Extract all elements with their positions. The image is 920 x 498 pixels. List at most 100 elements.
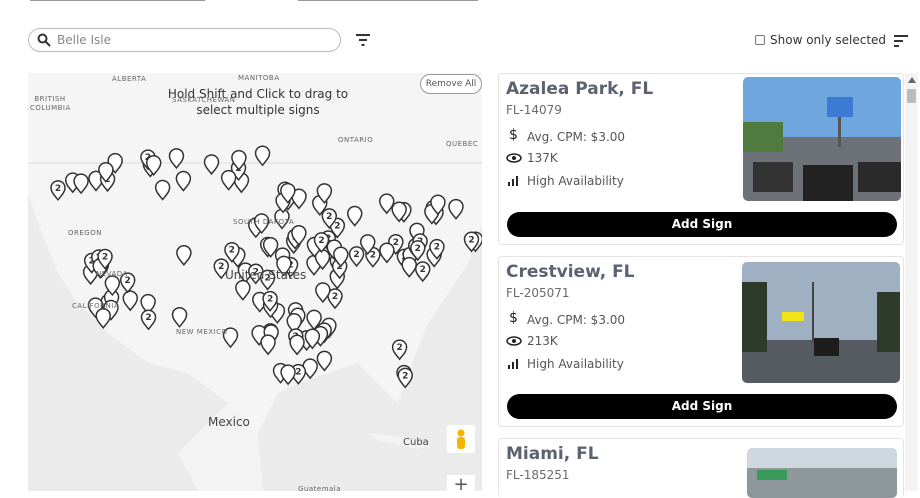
map-pin[interactable] <box>122 290 139 312</box>
zoom-in[interactable]: + <box>447 475 475 491</box>
map-pin[interactable] <box>176 245 192 266</box>
map-pin[interactable] <box>145 155 162 176</box>
map-pin[interactable] <box>104 275 121 297</box>
map-pin[interactable]: 2 <box>391 339 408 361</box>
map-pin[interactable]: 2 <box>50 180 66 202</box>
scrollbar[interactable] <box>905 73 918 491</box>
cluster-count: 2 <box>402 371 408 381</box>
cluster-count: 2 <box>218 262 224 272</box>
add-sign-button[interactable]: Add Sign <box>507 394 897 419</box>
map-pin[interactable] <box>306 309 322 331</box>
map-pin[interactable]: 2 <box>224 241 240 263</box>
map-pin[interactable]: 2 <box>213 258 229 280</box>
cluster-count: 2 <box>396 343 402 353</box>
map-pin[interactable] <box>276 255 292 277</box>
map-pin[interactable] <box>262 236 279 258</box>
map-pin[interactable] <box>171 306 188 328</box>
cluster-count: 2 <box>89 257 95 267</box>
cluster-count: 2 <box>55 184 61 194</box>
map-pin[interactable]: 2 <box>119 272 136 294</box>
search-box[interactable]: Belle Isle <box>28 28 341 52</box>
map-pin[interactable] <box>280 364 296 386</box>
map-pin[interactable] <box>378 193 395 215</box>
map-pin[interactable]: 2 <box>348 246 365 268</box>
sort-icon[interactable] <box>894 35 908 47</box>
listing-card[interactable]: Miami, FL FL-185251 <box>498 438 904 498</box>
street-view[interactable] <box>447 425 475 453</box>
map-pin[interactable]: 2 <box>327 288 343 310</box>
map-label: Cuba <box>403 437 429 448</box>
map-label: SASKATCHEWAN <box>172 96 236 104</box>
map-pin[interactable] <box>346 205 363 227</box>
remove-all-button[interactable]: Remove All <box>420 74 482 94</box>
map-pin[interactable]: 2 <box>262 290 278 312</box>
map-pin[interactable] <box>401 256 417 278</box>
map-pin[interactable] <box>175 170 192 192</box>
map-pin[interactable]: 2 <box>259 269 276 291</box>
map-pin[interactable] <box>359 234 376 256</box>
map-pin[interactable]: 2 <box>410 240 426 262</box>
map-pin[interactable] <box>448 198 464 220</box>
map-pin[interactable] <box>291 225 307 246</box>
map-pin[interactable] <box>333 246 349 268</box>
map-pin[interactable] <box>316 183 333 205</box>
map-pin[interactable] <box>73 173 89 195</box>
map-pin[interactable] <box>203 154 220 176</box>
map-pin[interactable] <box>168 148 185 170</box>
map-pin[interactable] <box>222 327 239 349</box>
listing-availability: High Availability <box>527 357 624 371</box>
map-pin[interactable]: 2 <box>397 367 413 389</box>
map-label: Mexico <box>208 415 250 429</box>
map-label: Guatemala <box>298 485 342 491</box>
map-pin[interactable] <box>286 313 302 335</box>
map-pin[interactable]: 2 <box>463 231 480 253</box>
map-pin[interactable] <box>430 194 446 216</box>
map-pin[interactable] <box>235 279 251 301</box>
filter-icon[interactable] <box>356 34 370 46</box>
add-sign-button[interactable]: Add Sign <box>507 212 897 237</box>
listing-card[interactable]: Crestview, FL FL-205071 $ Avg. CPM: $3.0… <box>498 256 904 427</box>
map-pin[interactable] <box>154 179 171 201</box>
map-pin[interactable] <box>231 149 247 171</box>
map-label: CALIFORNIA <box>72 302 120 310</box>
listing-cpm: Avg. CPM: $3.00 <box>527 130 626 144</box>
map-hint: Hold Shift and Click to drag to select m… <box>167 87 349 117</box>
map-pin[interactable] <box>260 334 276 356</box>
listing-card[interactable]: Azalea Park, FL FL-14079 $ Avg. CPM: $3.… <box>498 73 904 245</box>
map-pin[interactable] <box>379 242 395 264</box>
map-pin[interactable] <box>289 334 305 356</box>
map-pin[interactable]: 2 <box>321 208 338 230</box>
map-label: SOUTH DAKOTA <box>233 218 295 226</box>
map-pin[interactable] <box>315 282 331 304</box>
checkbox-label[interactable]: Show only selected <box>770 33 887 47</box>
map-pin[interactable] <box>95 308 111 329</box>
map-pin[interactable] <box>391 201 407 223</box>
listing-id: FL-14079 <box>506 103 562 117</box>
map-label: NEW MEXICO <box>176 328 228 336</box>
listing-title: Miami, FL <box>506 444 599 464</box>
checkbox[interactable] <box>755 35 765 45</box>
listing-impressions: 213K <box>527 334 558 348</box>
map-pin[interactable]: 2 <box>97 248 113 270</box>
map-pin[interactable] <box>280 182 296 204</box>
map-pin[interactable]: 2 <box>140 309 157 331</box>
cluster-count: 2 <box>318 236 324 246</box>
listing-title: Azalea Park, FL <box>506 79 654 99</box>
map-pin[interactable] <box>140 293 156 315</box>
map-pin[interactable]: 2 <box>313 232 330 254</box>
map-pin[interactable]: 2 <box>429 238 445 260</box>
map[interactable]: 222222222222222222222222222222222222222 … <box>28 73 482 491</box>
cluster-count: 2 <box>264 273 270 283</box>
map-pin[interactable] <box>253 213 270 235</box>
map-pin[interactable]: 2 <box>414 261 431 283</box>
listing-image <box>743 77 901 201</box>
map-label: NEVADA <box>96 270 128 278</box>
map-pin[interactable] <box>316 350 333 372</box>
map-pin[interactable] <box>304 328 321 350</box>
map-pin[interactable] <box>98 161 114 183</box>
map-pin[interactable] <box>254 145 271 167</box>
listing-cpm: Avg. CPM: $3.00 <box>527 313 626 327</box>
map-pin[interactable] <box>220 169 237 191</box>
map-pin[interactable] <box>291 188 307 210</box>
cluster-count: 2 <box>337 262 343 272</box>
